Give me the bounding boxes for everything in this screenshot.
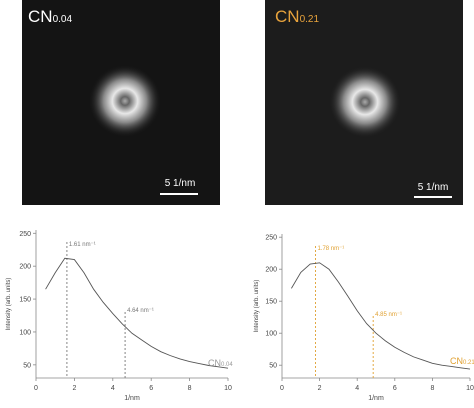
data-line — [291, 262, 471, 370]
legend-sub: 0.21 — [463, 360, 474, 366]
scale-bar-label: 5 1/nm — [165, 178, 196, 189]
y-tick-label: 50 — [269, 363, 277, 370]
y-axis-title: Intensity (arb. units) — [254, 280, 260, 333]
scale-bar — [414, 196, 452, 198]
peak-label: 1.61 nm⁻¹ — [69, 242, 96, 248]
x-axis-title: 1/nm — [368, 395, 384, 402]
x-tick-label: 6 — [393, 385, 397, 392]
x-tick-label: 0 — [280, 385, 284, 392]
x-tick-label: 4 — [111, 385, 115, 392]
data-line — [45, 257, 229, 369]
diffraction-halo — [89, 65, 161, 137]
legend-sub: 0.04 — [221, 362, 233, 368]
x-tick-label: 8 — [188, 385, 192, 392]
image-label: CN0.04 — [28, 7, 72, 26]
peak-label: 4.64 nm⁻¹ — [127, 308, 154, 314]
x-tick-label: 2 — [72, 385, 76, 392]
y-tick-label: 50 — [23, 362, 31, 369]
y-tick-label: 250 — [265, 235, 277, 242]
y-axis-title: Intensity (arb. units) — [6, 278, 12, 331]
scale-bar-label: 5 1/nm — [418, 182, 449, 193]
peak-label: 1.78 nm⁻¹ — [317, 246, 344, 252]
x-tick-label: 4 — [355, 385, 359, 392]
legend-main: CN — [450, 356, 463, 366]
x-axis-title: 1/nm — [124, 395, 140, 402]
label-sub: 0.21 — [300, 14, 320, 25]
legend-label: CN0.21 — [450, 356, 474, 366]
x-tick-label: 2 — [318, 385, 322, 392]
peak-label: 4.85 nm⁻¹ — [375, 312, 402, 318]
legend-main: CN — [208, 358, 221, 368]
y-tick-label: 150 — [265, 299, 277, 306]
image-right: CN0.21 5 1/nm — [265, 0, 463, 205]
image-left: CN0.04 5 1/nm — [22, 0, 220, 205]
y-tick-label: 150 — [19, 297, 31, 304]
label-main: CN — [275, 7, 300, 26]
diffraction-halo — [329, 66, 401, 138]
legend-label: CN0.04 — [208, 358, 233, 368]
x-tick-label: 10 — [466, 385, 474, 392]
x-tick-label: 10 — [224, 385, 232, 392]
y-tick-label: 100 — [19, 329, 31, 336]
x-tick-label: 6 — [149, 385, 153, 392]
label-main: CN — [28, 7, 53, 26]
y-tick-label: 250 — [19, 231, 31, 238]
image-label: CN0.21 — [275, 7, 319, 26]
x-tick-label: 8 — [430, 385, 434, 392]
y-tick-label: 100 — [265, 331, 277, 338]
x-tick-label: 0 — [34, 385, 38, 392]
label-sub: 0.04 — [53, 14, 73, 25]
y-tick-label: 200 — [265, 267, 277, 274]
y-tick-label: 200 — [19, 264, 31, 271]
scale-bar — [160, 193, 198, 195]
